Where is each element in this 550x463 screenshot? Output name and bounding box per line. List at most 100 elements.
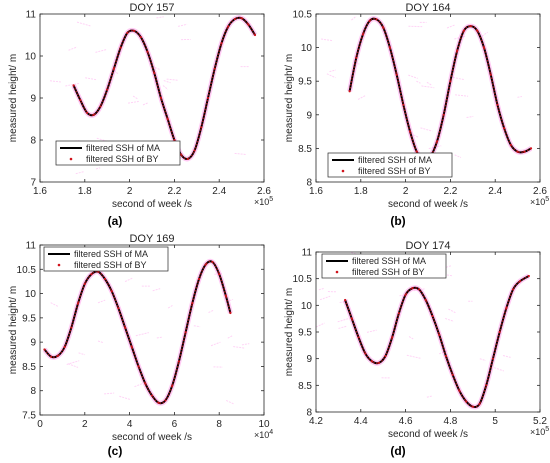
artifact-mark xyxy=(119,395,132,401)
data-point-by xyxy=(404,293,407,296)
legend-box xyxy=(55,140,181,166)
artifact-mark xyxy=(454,154,462,158)
y-tick-label: 8 xyxy=(30,136,36,147)
y-tick-label: 10 xyxy=(301,301,313,312)
panel-label: (d) xyxy=(390,444,405,458)
artifact-mark xyxy=(67,363,79,368)
artifact-mark xyxy=(318,287,325,291)
axes-box xyxy=(39,244,265,416)
y-tick-label: 9 xyxy=(306,110,312,121)
data-point-by xyxy=(184,331,187,334)
data-point-by xyxy=(166,117,169,121)
data-point-by xyxy=(240,17,243,20)
y-axis-label: measured height/ m xyxy=(284,288,295,376)
artifact-mark xyxy=(163,80,171,84)
data-point-by xyxy=(408,130,412,133)
x-tick-label: 4.4 xyxy=(354,416,368,427)
x-tick-label: 4 xyxy=(127,419,133,430)
y-tick-label: 11 xyxy=(26,241,37,252)
data-point-by xyxy=(388,46,392,49)
data-point-by xyxy=(382,26,385,29)
artifact-mark xyxy=(321,38,333,42)
data-point-by xyxy=(43,348,46,351)
legend-label-by: filtered SSH of BY xyxy=(74,260,147,270)
data-point-by xyxy=(384,354,387,358)
legend-label-ma: filtered SSH of MA xyxy=(352,256,426,266)
data-point-by xyxy=(527,274,530,278)
artifact-mark xyxy=(75,171,85,175)
data-point-by xyxy=(411,287,414,290)
data-point-by xyxy=(357,336,360,339)
data-point-by xyxy=(391,336,394,339)
data-point-by xyxy=(72,84,75,87)
artifact-mark xyxy=(152,288,161,292)
y-tick-label: 10.5 xyxy=(293,10,313,21)
x-tick-label: 5 xyxy=(492,416,498,427)
data-point-by xyxy=(402,103,405,106)
artifact-mark xyxy=(408,74,418,79)
y-tick-label: 10.5 xyxy=(293,274,313,285)
data-point-by xyxy=(79,99,82,102)
x-axis-label: second of week /s xyxy=(112,432,192,443)
artifact-mark xyxy=(446,24,456,29)
artifact-mark xyxy=(85,77,97,81)
artifact-mark xyxy=(210,341,221,347)
artifact-mark xyxy=(452,76,465,81)
y-tick-label: 10 xyxy=(301,43,313,54)
data-point-by xyxy=(197,277,201,281)
artifact-mark xyxy=(142,102,149,106)
data-point-by xyxy=(157,401,160,404)
chart-title: DOY 169 xyxy=(129,233,174,245)
data-point-by xyxy=(180,153,183,156)
legend-box xyxy=(321,253,447,279)
artifact-mark xyxy=(68,46,78,51)
artifact-mark xyxy=(50,302,59,307)
x-tick-label: 2.2 xyxy=(167,186,181,197)
panel-label: (b) xyxy=(390,214,405,228)
data-point-by xyxy=(130,345,133,349)
artifact-mark xyxy=(426,81,433,86)
data-point-by xyxy=(355,56,358,59)
artifact-mark xyxy=(517,95,522,98)
data-point-by xyxy=(438,333,441,336)
x-tick-label: 1.6 xyxy=(309,186,323,197)
y-tick-label: 9 xyxy=(30,94,36,105)
data-point-by xyxy=(227,25,230,28)
artifact-mark xyxy=(134,382,144,388)
data-point-by xyxy=(503,127,506,130)
data-point-by xyxy=(63,345,66,349)
artifact-mark xyxy=(326,73,336,79)
series-points-by xyxy=(43,260,232,404)
artifact-mark xyxy=(208,309,214,314)
y-tick-label: 8 xyxy=(306,178,312,189)
data-point-by xyxy=(368,19,371,22)
x-exponent-base: ×10 xyxy=(254,197,269,207)
data-point-by xyxy=(99,105,102,108)
y-axis-label: measured height/ m xyxy=(284,54,295,142)
data-point-by xyxy=(370,360,374,363)
data-point-by xyxy=(516,150,519,153)
data-point-by xyxy=(204,263,207,266)
panel-label: (a) xyxy=(108,214,123,228)
data-point-by xyxy=(70,326,73,329)
data-point-by xyxy=(377,361,380,365)
artifact-mark xyxy=(481,31,488,37)
data-point-by xyxy=(50,355,53,358)
legend-swatch-by xyxy=(69,157,73,161)
artifact-mark xyxy=(454,94,469,97)
artifact-mark xyxy=(76,21,91,27)
legend-box xyxy=(43,246,169,272)
artifact-mark xyxy=(113,70,119,75)
artifact-mark xyxy=(156,16,164,19)
data-point-by xyxy=(344,298,347,302)
x-tick-label: 10 xyxy=(258,419,270,430)
data-point-by xyxy=(150,394,154,397)
data-point-by xyxy=(144,382,147,385)
artifact-mark xyxy=(65,82,80,87)
artifact-mark xyxy=(315,322,325,328)
x-tick-label: 2.6 xyxy=(257,186,271,197)
artifact-mark xyxy=(97,299,106,304)
plot-area xyxy=(316,252,540,412)
